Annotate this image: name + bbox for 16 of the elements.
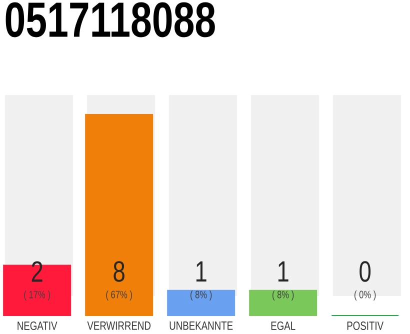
annotation: ( 0% ) <box>354 290 376 300</box>
data-label: 2 <box>32 261 42 282</box>
annotation: ( 67% ) <box>106 290 132 300</box>
data-label: 0 <box>360 260 371 282</box>
annotation: ( 8% ) <box>190 290 212 300</box>
x-tick-label: NEGATIV <box>18 321 58 330</box>
x-tick-label: UNBEKANNTE <box>170 321 233 330</box>
data-label: 1 <box>278 261 288 282</box>
annotation: ( 17% ) <box>24 290 50 300</box>
x-tick-label: EGAL <box>271 321 296 330</box>
data-label: 1 <box>196 261 206 282</box>
annotation: ( 8% ) <box>272 290 294 300</box>
x-tick-label: VERWIRREND <box>87 321 151 330</box>
data-label: 8 <box>114 260 124 282</box>
x-tick-label: POSITIV <box>347 321 384 330</box>
chart-title: 0517118088 <box>6 2 215 37</box>
